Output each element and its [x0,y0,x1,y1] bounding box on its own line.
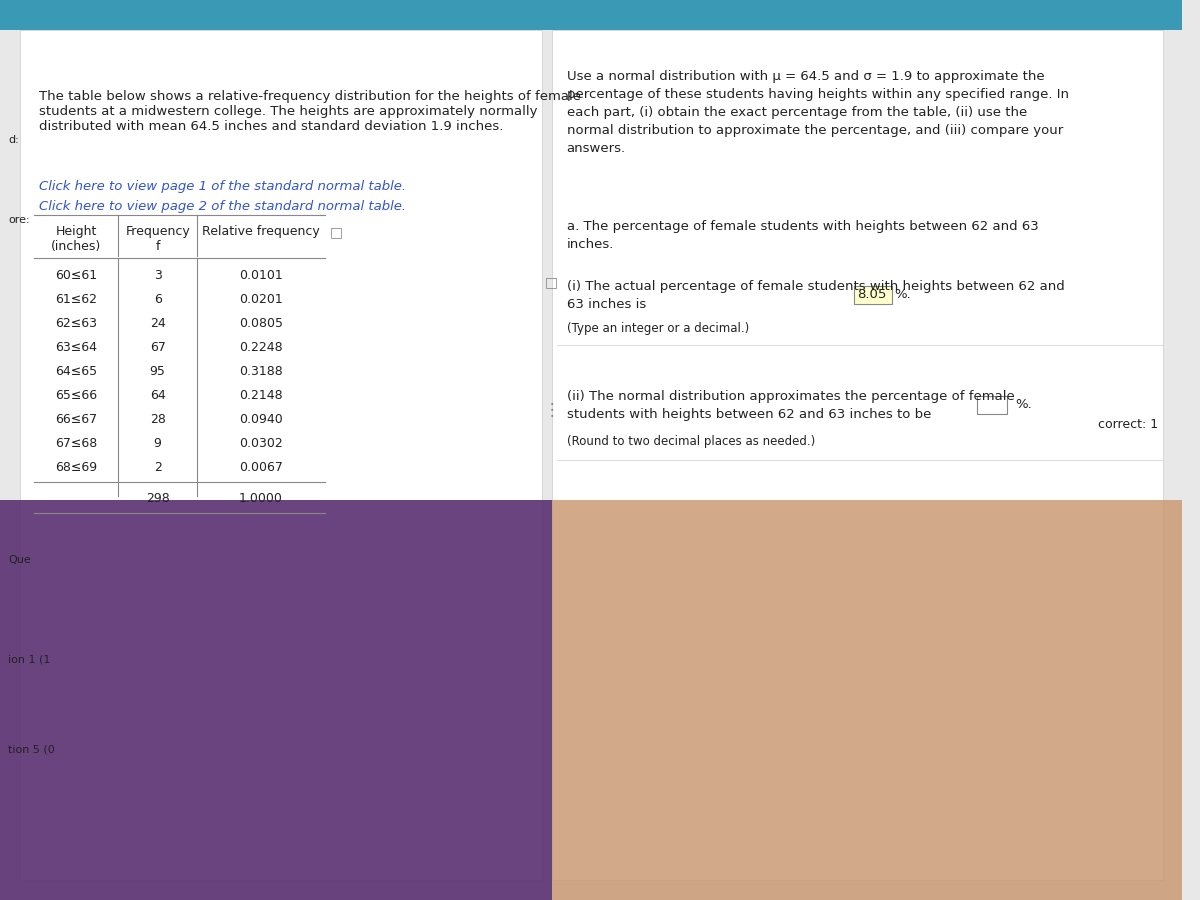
Text: 65≤66: 65≤66 [55,389,97,401]
Text: 63≤64: 63≤64 [55,341,97,354]
FancyBboxPatch shape [552,30,1163,880]
Text: 9: 9 [154,436,162,450]
Text: ion 1 (1: ion 1 (1 [8,655,50,665]
Text: Click here to view page 2 of the standard normal table.: Click here to view page 2 of the standar… [40,200,407,213]
Text: 67≤68: 67≤68 [55,436,97,450]
Text: ore:: ore: [8,215,30,225]
Text: 0.0302: 0.0302 [239,436,283,450]
Text: 66≤67: 66≤67 [55,413,97,426]
Text: 67: 67 [150,341,166,354]
Text: The table below shows a relative-frequency distribution for the heights of femal: The table below shows a relative-frequen… [40,90,582,133]
Text: d:: d: [8,135,19,145]
Text: 0.2248: 0.2248 [239,341,283,354]
Text: Use a normal distribution with μ = 64.5 and σ = 1.9 to approximate the
percentag: Use a normal distribution with μ = 64.5 … [566,70,1068,155]
Text: 64≤65: 64≤65 [55,364,97,378]
Text: Relative frequency: Relative frequency [203,225,320,238]
FancyBboxPatch shape [854,286,892,304]
Text: Frequency
f: Frequency f [125,225,190,253]
Text: 298: 298 [145,492,169,505]
Text: a. The percentage of female students with heights between 62 and 63
inches.: a. The percentage of female students wit… [566,220,1038,251]
Text: □: □ [330,225,343,239]
Text: 60≤61: 60≤61 [55,269,97,282]
Text: Height
(inches): Height (inches) [52,225,102,253]
Text: tion 5 (0: tion 5 (0 [8,745,55,755]
Text: 61≤62: 61≤62 [55,292,97,306]
FancyBboxPatch shape [552,500,1182,900]
Text: 64: 64 [150,389,166,401]
Text: 3: 3 [154,269,162,282]
FancyBboxPatch shape [19,30,542,880]
Text: 8.05: 8.05 [857,289,887,302]
Text: 62≤63: 62≤63 [55,317,97,329]
Text: □: □ [545,275,558,289]
Text: Click here to view page 1 of the standard normal table.: Click here to view page 1 of the standar… [40,180,407,193]
Text: 0.0940: 0.0940 [239,413,283,426]
Text: (Round to two decimal places as needed.): (Round to two decimal places as needed.) [566,435,815,448]
FancyBboxPatch shape [0,500,552,900]
Text: Que: Que [8,555,31,565]
Text: 0.2148: 0.2148 [239,389,283,401]
Text: 6: 6 [154,292,162,306]
Text: 95: 95 [150,364,166,378]
Text: correct: 1: correct: 1 [1098,418,1158,431]
FancyBboxPatch shape [978,396,1007,414]
Text: %.: %. [895,289,912,302]
Text: 2: 2 [154,461,162,473]
Text: 68≤69: 68≤69 [55,461,97,473]
FancyBboxPatch shape [0,0,1182,30]
Text: %.: %. [1015,399,1032,411]
Text: 24: 24 [150,317,166,329]
Text: (i) The actual percentage of female students with heights between 62 and
63 inch: (i) The actual percentage of female stud… [566,280,1064,311]
Text: 28: 28 [150,413,166,426]
Text: (ii) The normal distribution approximates the percentage of female
students with: (ii) The normal distribution approximate… [566,390,1014,421]
Text: 0.0805: 0.0805 [239,317,283,329]
Text: 0.3188: 0.3188 [239,364,283,378]
Text: 0.0067: 0.0067 [239,461,283,473]
Text: 1.0000: 1.0000 [239,492,283,505]
Text: 0.0201: 0.0201 [239,292,283,306]
Text: ⋮: ⋮ [544,401,560,419]
Text: 0.0101: 0.0101 [239,269,283,282]
Text: (Type an integer or a decimal.): (Type an integer or a decimal.) [566,322,749,335]
